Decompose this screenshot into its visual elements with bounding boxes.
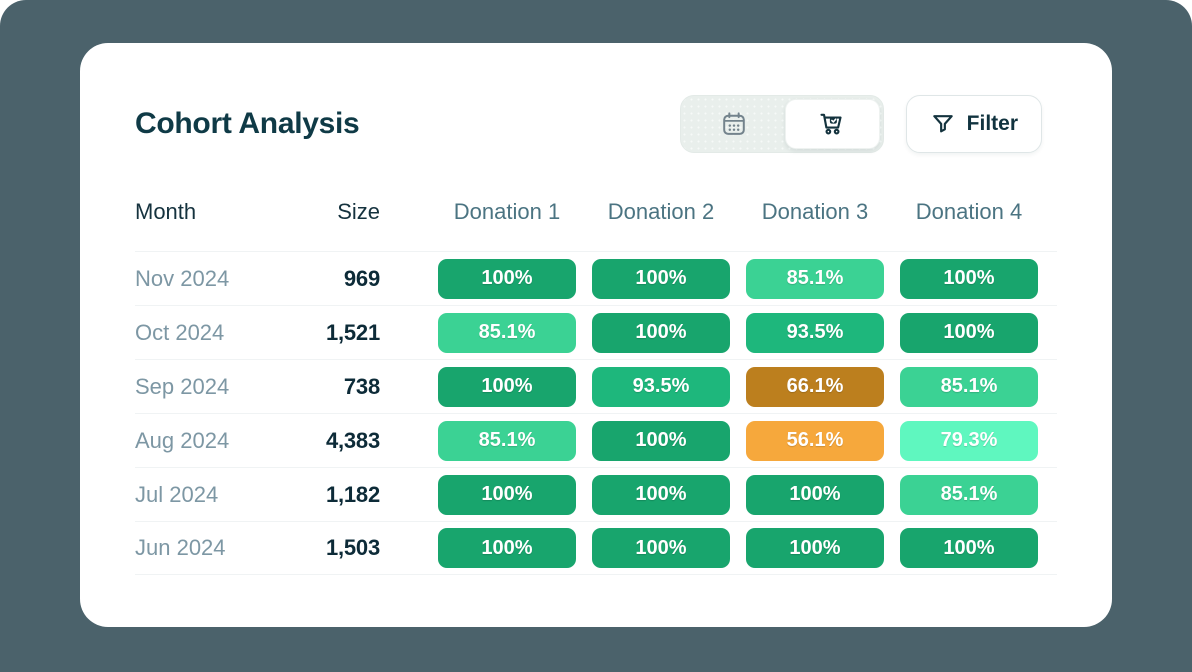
month-cell: Sep 2024 <box>135 373 230 399</box>
month-cell: Oct 2024 <box>135 319 225 345</box>
retention-badge: 100% <box>592 528 730 568</box>
retention-badge: 56.1% <box>746 420 884 461</box>
retention-badge: 100% <box>592 474 730 515</box>
cart-view-button[interactable] <box>785 99 880 149</box>
retention-badge: 79.3% <box>900 420 1038 461</box>
size-cell: 1,182 <box>325 481 380 507</box>
table-row: Jul 2024 1,182 100% 100% 100% 85.1% <box>135 467 1057 521</box>
column-header: Donation 1 <box>453 199 561 224</box>
page-title: Cohort Analysis <box>135 107 360 140</box>
calendar-view-button[interactable] <box>684 99 786 149</box>
view-toggle <box>679 95 884 153</box>
retention-badge: 100% <box>438 366 576 407</box>
funnel-icon <box>930 111 956 137</box>
size-cell: 1,503 <box>325 535 380 560</box>
size-cell: 4,383 <box>325 427 380 453</box>
retention-badge: 100% <box>900 258 1038 299</box>
table-row: Sep 2024 738 100% 93.5% 66.1% 85.1% <box>135 359 1057 413</box>
retention-badge: 66.1% <box>746 366 884 407</box>
retention-badge: 85.1% <box>746 258 884 299</box>
column-header: Donation 4 <box>915 199 1023 224</box>
retention-badge: 100% <box>900 528 1038 568</box>
column-header: Size <box>337 199 380 224</box>
table-row: Oct 2024 1,521 85.1% 100% 93.5% 100% <box>135 305 1057 359</box>
retention-badge: 100% <box>592 420 730 461</box>
size-cell: 969 <box>343 265 380 291</box>
retention-badge: 85.1% <box>900 474 1038 515</box>
size-cell: 1,521 <box>325 319 380 345</box>
month-cell: Jul 2024 <box>135 481 219 507</box>
column-header: Donation 3 <box>761 199 869 224</box>
retention-badge: 100% <box>438 528 576 568</box>
retention-badge: 100% <box>592 258 730 299</box>
size-cell: 738 <box>343 373 380 399</box>
cart-check-icon <box>817 109 847 139</box>
table-row: Jun 2024 1,503 100% 100% 100% 100% <box>135 521 1057 575</box>
retention-badge: 100% <box>746 528 884 568</box>
column-header: Month <box>135 199 197 224</box>
table-row: Aug 2024 4,383 85.1% 100% 56.1% 79.3% <box>135 413 1057 467</box>
retention-badge: 85.1% <box>900 366 1038 407</box>
retention-badge: 100% <box>438 474 576 515</box>
filter-button[interactable]: Filter <box>905 95 1042 153</box>
retention-badge: 85.1% <box>438 312 576 353</box>
month-cell: Aug 2024 <box>135 427 230 453</box>
retention-badge: 100% <box>592 312 730 353</box>
cohort-table: Month Size Donation 1 Donation 2 Donation 3 D… <box>135 199 1057 575</box>
cohort-analysis-card: Cohort Analysis <box>80 43 1112 627</box>
header-controls: Filter <box>679 95 1042 153</box>
retention-badge: 100% <box>900 312 1038 353</box>
retention-badge: 93.5% <box>746 312 884 353</box>
filter-button-label: Filter <box>966 112 1018 135</box>
column-header: Donation 2 <box>607 199 715 224</box>
retention-badge: 100% <box>438 258 576 299</box>
calendar-icon <box>720 110 748 138</box>
retention-badge: 85.1% <box>438 420 576 461</box>
retention-badge: 100% <box>746 474 884 515</box>
card-header: Cohort Analysis <box>80 43 1112 153</box>
table-body: Nov 2024 969 100% 100% 85.1% 100% Oct 2024 1,52… <box>135 251 1057 575</box>
table-header-row: Month Size Donation 1 Donation 2 Donation 3 D… <box>135 199 1057 225</box>
table-row: Nov 2024 969 100% 100% 85.1% 100% <box>135 251 1057 305</box>
month-cell: Jun 2024 <box>135 535 226 560</box>
month-cell: Nov 2024 <box>135 265 230 291</box>
retention-badge: 93.5% <box>592 366 730 407</box>
